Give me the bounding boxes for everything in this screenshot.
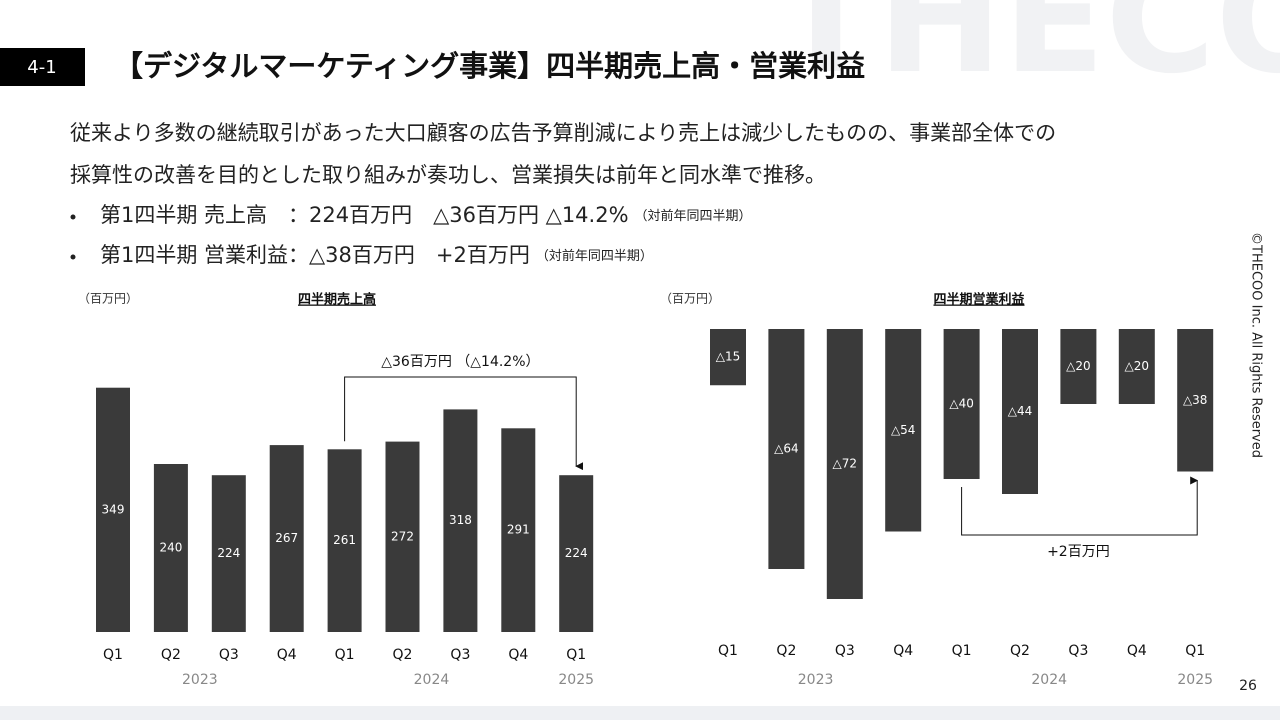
year-label: 2024 [1031, 672, 1067, 688]
section-number: 4-1 [27, 57, 56, 78]
bar [885, 329, 922, 532]
x-tick-label: Q2 [1010, 643, 1030, 659]
bullet-dot [70, 254, 76, 260]
value-label: △40 [949, 397, 974, 411]
bar [1060, 329, 1097, 404]
x-tick-label: Q2 [161, 647, 181, 663]
value-label: 224 [217, 546, 240, 560]
section-box [0, 48, 85, 86]
bar [768, 329, 805, 569]
unit-label: （百万円） [660, 292, 720, 306]
x-tick-label: Q4 [1127, 643, 1147, 659]
year-label: 2023 [182, 672, 218, 688]
x-tick-label: Q4 [893, 643, 913, 659]
x-tick-label: Q1 [952, 643, 972, 659]
copyright: ©THECOO Inc. All Rights Reserved [1249, 232, 1264, 458]
bar [211, 475, 246, 632]
bar [1118, 329, 1155, 404]
bar [385, 441, 420, 632]
value-label: △38 [1183, 393, 1208, 407]
bar [826, 329, 863, 599]
bar [501, 428, 536, 632]
bullet-note: （対前年同四半期） [635, 208, 752, 224]
value-label: △15 [716, 350, 741, 364]
value-label: 318 [449, 513, 472, 527]
bar [96, 387, 130, 632]
bullet-main: 第1四半期 売上高 ：224百万円 △36百万円 △14.2% [100, 203, 629, 227]
x-tick-label: Q1 [566, 647, 586, 663]
unit-label: （百万円） [78, 292, 138, 306]
x-tick-label: Q1 [335, 647, 355, 663]
body-text: 採算性の改善を目的とした取り組みが奏功し、営業損失は前年と同水準で推移。 [70, 163, 826, 187]
year-label: 2025 [558, 672, 594, 688]
value-label: △20 [1066, 359, 1091, 373]
x-tick-label: Q3 [1068, 643, 1088, 659]
bar [943, 329, 980, 479]
chart-title: 四半期売上高 [298, 292, 376, 308]
annotation-arrow [961, 476, 1199, 536]
value-label: 349 [102, 502, 125, 516]
bar [269, 445, 304, 632]
x-tick-label: Q3 [835, 643, 855, 659]
bullet-text: 第1四半期 売上高 ：224百万円 △36百万円 △14.2% （対前年同四半期） [100, 203, 752, 227]
value-label: 291 [507, 523, 530, 537]
bar [1002, 329, 1038, 494]
value-label: 261 [333, 533, 356, 547]
bar [1177, 329, 1214, 472]
value-label: △72 [833, 457, 858, 471]
value-label: △54 [891, 423, 916, 437]
x-tick-label: Q1 [1185, 643, 1205, 659]
x-tick-label: Q1 [103, 647, 123, 663]
x-tick-label: Q1 [718, 643, 738, 659]
slide-title: 【デジタルマーケティング事業】四半期売上高・営業利益 [114, 49, 865, 83]
value-label: △64 [774, 442, 799, 456]
annotation: +2百万円 [1047, 544, 1110, 560]
bar [559, 475, 594, 632]
year-label: 2024 [414, 672, 450, 688]
x-tick-label: Q4 [277, 647, 297, 663]
page-number: 26 [1239, 678, 1257, 694]
value-label: △20 [1125, 359, 1150, 373]
bullet-text: 第1四半期 営業利益：△38百万円 +2百万円 （対前年同四半期） [100, 243, 653, 267]
x-tick-label: Q2 [393, 647, 413, 663]
chart-title: 四半期営業利益 [933, 292, 1024, 308]
value-label: 240 [159, 541, 182, 555]
body-text: 従来より多数の継続取引があった大口顧客の広告予算削減により売上は減少したものの、… [70, 121, 1056, 145]
watermark: THECOO [775, 0, 1280, 107]
value-label: 224 [565, 546, 588, 560]
annotation: △36百万円 （△14.2%） [381, 354, 539, 370]
year-label: 2025 [1177, 672, 1213, 688]
bullet-main: 第1四半期 営業利益：△38百万円 +2百万円 [100, 243, 530, 267]
footer-band [0, 706, 1280, 720]
x-tick-label: Q4 [508, 647, 528, 663]
annotation-arrow [344, 376, 584, 471]
year-label: 2023 [798, 672, 834, 688]
x-tick-label: Q2 [776, 643, 796, 659]
value-label: △44 [1008, 404, 1033, 418]
bullet-note: （対前年同四半期） [536, 248, 653, 264]
x-tick-label: Q3 [450, 647, 470, 663]
x-tick-label: Q3 [219, 647, 239, 663]
bar [327, 449, 362, 632]
value-label: 272 [391, 529, 414, 543]
value-label: 267 [275, 531, 298, 545]
bar [443, 409, 478, 632]
bullet-dot [70, 214, 76, 220]
bar [710, 329, 746, 386]
bar [153, 464, 188, 632]
